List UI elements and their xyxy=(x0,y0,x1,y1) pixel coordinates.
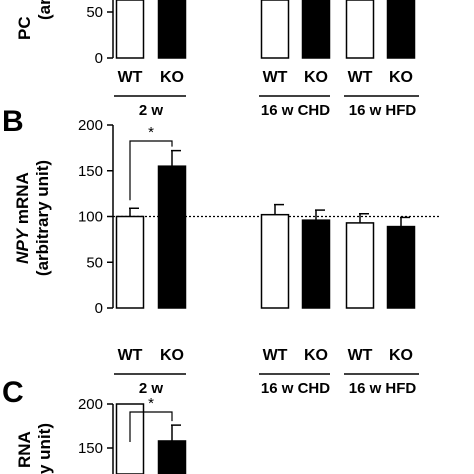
y-tick-label: 150 xyxy=(78,163,103,180)
panel-c-unit-fragment: y unit) xyxy=(35,423,54,474)
panel-b: B NPY mRNA (arbitrary unit) 0 50 100 150 200… xyxy=(2,105,440,397)
x-category-label: WT xyxy=(263,69,288,86)
y-tick-label: 50 xyxy=(86,4,103,21)
x-category-label: WT xyxy=(348,347,373,364)
y-tick-label: 0 xyxy=(95,300,103,317)
x-category-label: WT xyxy=(118,347,143,364)
panel-a-ylabel-fragment: PC xyxy=(15,16,34,40)
x-group-label: 16 w HFD xyxy=(349,102,417,119)
y-tick-label: 200 xyxy=(78,117,103,134)
significance-asterisk: * xyxy=(148,124,154,141)
bar-wt xyxy=(345,222,375,309)
x-group-label: 16 w CHD xyxy=(261,102,330,119)
x-category-label: WT xyxy=(348,69,373,86)
bar-ko xyxy=(386,0,416,59)
y-tick-label: 0 xyxy=(95,50,103,67)
bar-ko xyxy=(157,165,187,309)
bar-wt xyxy=(260,213,290,309)
panel-b-ylabel-gene: NPY xyxy=(13,227,32,264)
panel-a-axes: 0 50 WT KO WT KO WT KO 2 w 16 w CHD 16 w HFD xyxy=(86,0,419,119)
x-category-label: KO xyxy=(160,69,184,86)
x-group-label: 2 w xyxy=(139,380,164,397)
bar-ko xyxy=(157,440,187,474)
panel-a: PC (ar 0 50 WT KO WT KO WT KO 2 w 16 w CHD 16 w HF… xyxy=(15,0,419,119)
panel-c-axes: 150 200 * xyxy=(78,395,187,474)
x-category-label: KO xyxy=(304,69,328,86)
bar-ko xyxy=(157,0,187,59)
bar-wt xyxy=(345,0,375,59)
panel-b-ylabel-unit: (arbitrary unit) xyxy=(33,160,52,276)
panel-c: C RNA y unit) 150 200 * xyxy=(2,376,187,474)
panel-b-ylabel-rest: mRNA xyxy=(13,172,32,229)
x-category-label: KO xyxy=(160,347,184,364)
panel-c-label: C xyxy=(2,376,24,409)
y-tick-label: 50 xyxy=(86,254,103,271)
bar-wt xyxy=(115,0,145,59)
panel-c-ylabel-fragment: RNA xyxy=(15,431,34,468)
x-group-label: 16 w CHD xyxy=(261,380,330,397)
x-category-label: KO xyxy=(389,69,413,86)
significance-bracket xyxy=(129,411,173,442)
x-category-label: WT xyxy=(118,69,143,86)
x-group-label: 2 w xyxy=(139,102,164,119)
x-category-label: KO xyxy=(389,347,413,364)
x-category-label: KO xyxy=(304,347,328,364)
significance-asterisk: * xyxy=(148,395,154,412)
x-group-label: 16 w HFD xyxy=(349,380,417,397)
panel-a-unit-fragment: (ar xyxy=(35,0,54,20)
bar-wt xyxy=(260,0,290,59)
bar-ko xyxy=(386,225,416,309)
x-category-label: WT xyxy=(263,347,288,364)
y-tick-label: 200 xyxy=(78,396,103,413)
bar-wt xyxy=(115,215,145,309)
panel-b-label: B xyxy=(2,105,24,138)
panel-b-ylabel: NPY mRNA xyxy=(13,172,32,264)
y-tick-label: 100 xyxy=(78,209,103,226)
bar-ko xyxy=(301,0,331,59)
panel-b-axes: 0 50 100 150 200 * WT KO WT KO WT KO 2 w 16 w CHD 16 w… xyxy=(78,117,440,397)
bar-ko xyxy=(301,219,331,309)
y-tick-label: 150 xyxy=(78,440,103,457)
significance-bracket xyxy=(129,140,173,201)
